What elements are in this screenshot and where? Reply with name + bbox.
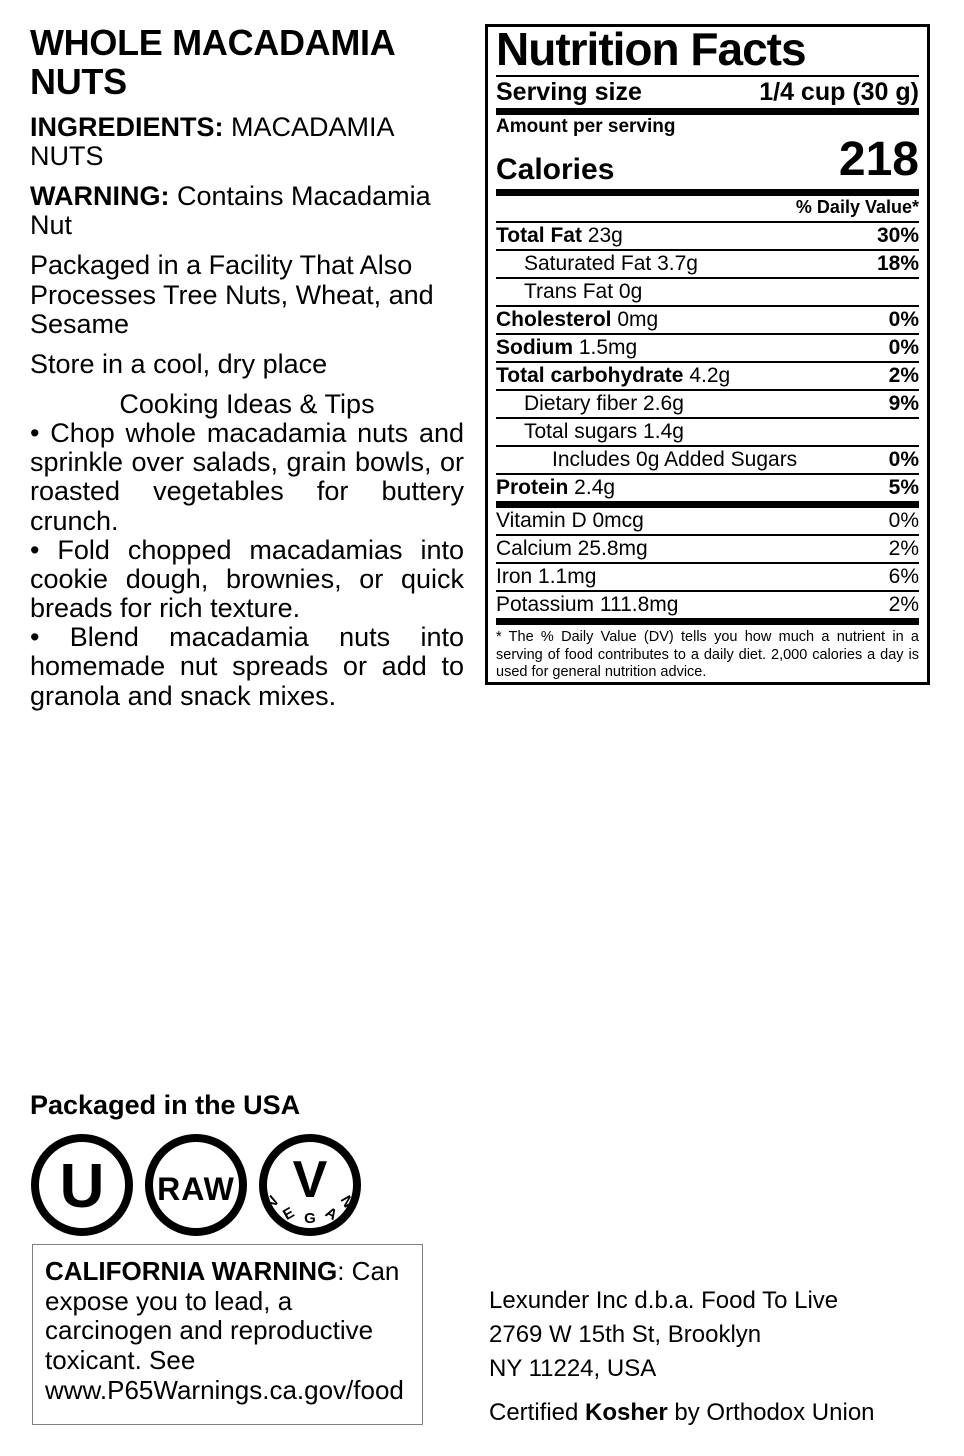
svg-text:G: G [304, 1210, 316, 1227]
svg-text:V: V [293, 1151, 328, 1209]
svg-text:RAW: RAW [157, 1171, 235, 1207]
svg-text:U: U [60, 1152, 105, 1221]
